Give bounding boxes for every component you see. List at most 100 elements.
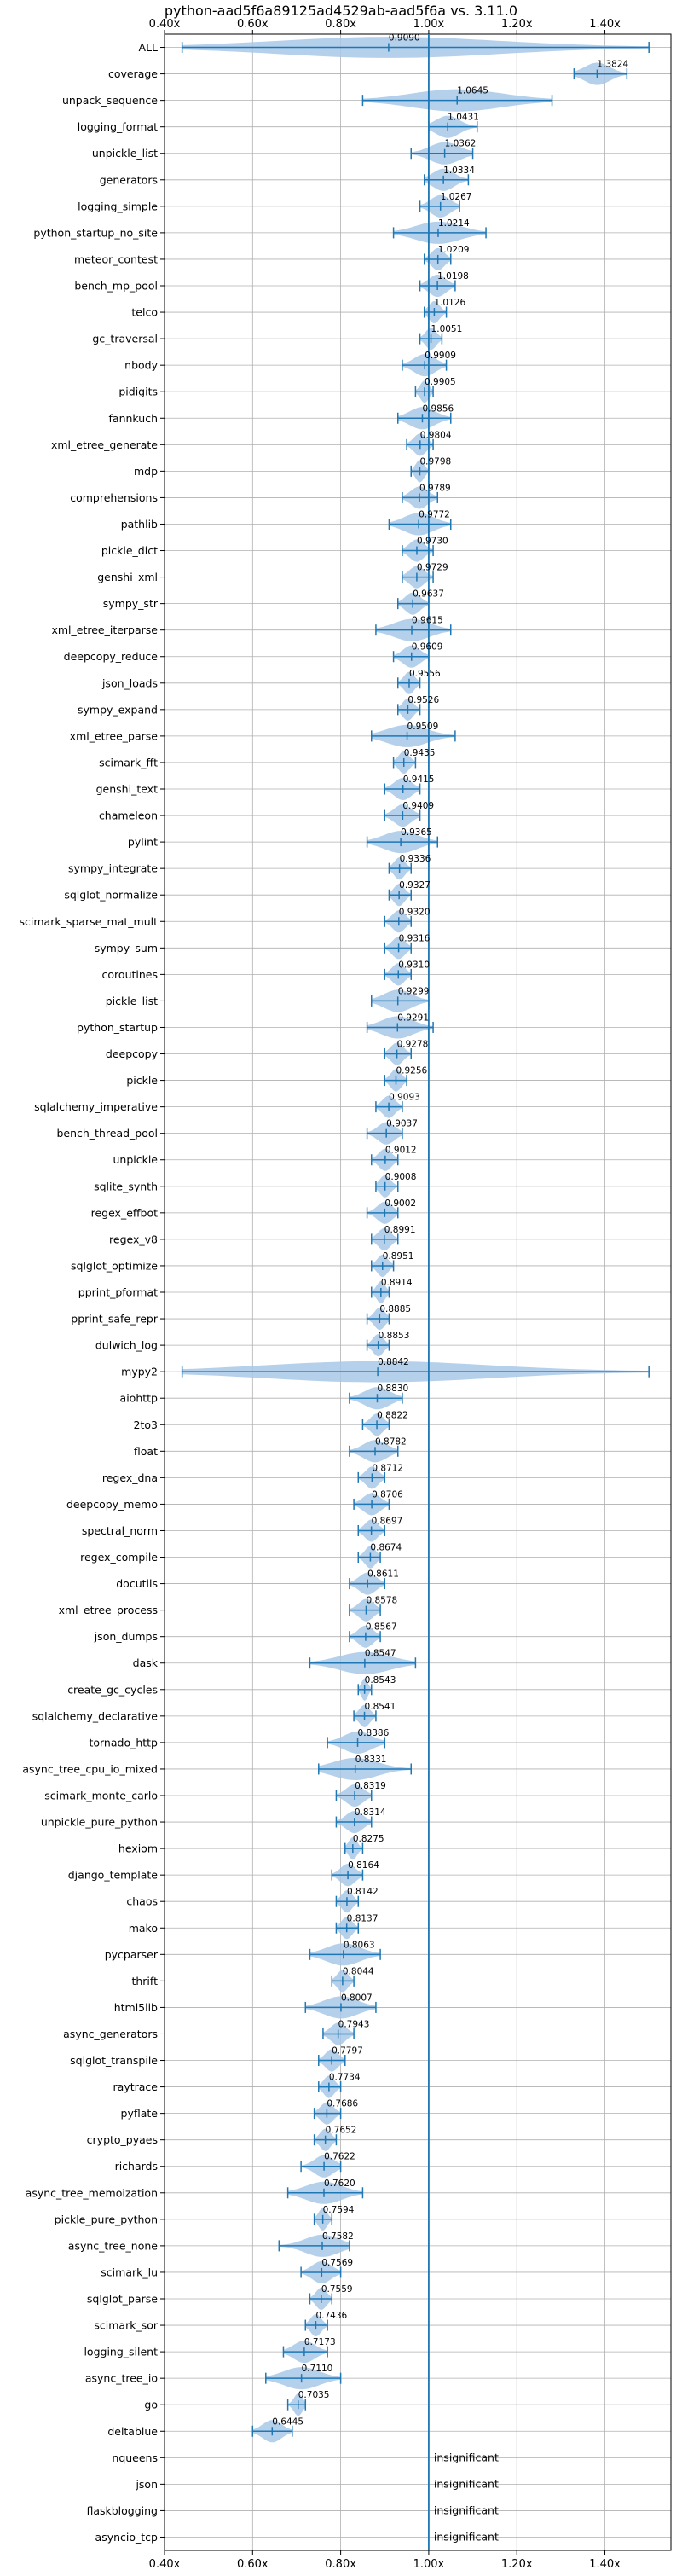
value-label: 0.7582 — [322, 2231, 354, 2242]
category-label: create_gc_cycles — [67, 1683, 158, 1696]
category-label: pprint_pformat — [78, 1286, 158, 1299]
category-label: unpickle_pure_python — [41, 1816, 158, 1829]
value-label: 0.9316 — [399, 933, 431, 943]
value-label: 0.8578 — [366, 1596, 397, 1606]
value-label: 0.9526 — [407, 695, 439, 705]
value-label: 0.7943 — [338, 2019, 370, 2029]
category-label: python_startup — [77, 1021, 158, 1034]
category-label: raytrace — [113, 2080, 159, 2093]
value-label: 0.9609 — [412, 642, 443, 653]
category-label: richards — [115, 2160, 158, 2173]
value-label: 0.8164 — [348, 1860, 379, 1871]
value-label: 0.8314 — [355, 1807, 386, 1818]
category-label: logging_format — [78, 120, 158, 133]
value-label: 0.8007 — [341, 1993, 373, 2003]
value-label: 0.9327 — [399, 880, 431, 891]
value-label: 0.8547 — [365, 1649, 396, 1659]
value-label: 0.8541 — [365, 1702, 396, 1712]
insignificant-label: insignificant — [434, 2503, 499, 2516]
value-label: 0.8611 — [367, 1569, 399, 1580]
insignificant-label: insignificant — [434, 2451, 499, 2463]
category-label: deltablue — [107, 2425, 158, 2438]
value-label: 0.8951 — [383, 1251, 414, 1262]
value-label: 0.9008 — [385, 1172, 417, 1182]
category-label: async_generators — [63, 2028, 158, 2040]
value-label: 0.7035 — [298, 2390, 330, 2400]
marks-layer — [181, 34, 650, 2550]
category-label: mypy2 — [121, 1366, 158, 1378]
axis-layer: 0.40x 0.40x 0.60x 0.60x 0.80x 0.80x 1.00x 1.00x… — [149, 18, 672, 2571]
value-label: 0.7559 — [321, 2284, 353, 2295]
category-label: ALL — [139, 41, 159, 54]
value-label: 0.9729 — [417, 563, 448, 573]
category-label: aiohttp — [120, 1392, 159, 1405]
category-label: async_tree_memoization — [26, 2186, 158, 2199]
category-label: scimark_sor — [94, 2319, 158, 2332]
category-label: scimark_sparse_mat_mult — [20, 915, 159, 928]
value-label: 0.7797 — [332, 2046, 363, 2057]
value-label: 0.8706 — [372, 1489, 403, 1500]
category-label: async_tree_none — [68, 2239, 159, 2252]
category-label: logging_simple — [78, 200, 158, 212]
category-label: pathlib — [121, 518, 158, 531]
value-label: 0.8331 — [355, 1755, 387, 1765]
value-label: 0.9012 — [385, 1146, 417, 1156]
value-label: 0.9798 — [419, 456, 451, 467]
category-label: 2to3 — [134, 1419, 158, 1431]
category-label: regex_compile — [80, 1551, 158, 1564]
value-label: 0.9320 — [399, 907, 431, 917]
value-label: 0.9409 — [402, 801, 434, 811]
category-label: xml_etree_process — [59, 1604, 158, 1616]
value-label: 0.9435 — [404, 748, 436, 758]
category-label: sqlalchemy_imperative — [34, 1100, 158, 1113]
labels-layer: ALL coverage unpack_sequence logging_format… — [20, 33, 629, 2544]
category-label: bench_thread_pool — [56, 1127, 158, 1140]
value-label: 0.7110 — [302, 2364, 333, 2374]
value-label: 0.7594 — [323, 2205, 355, 2215]
category-label: bench_mp_pool — [74, 280, 158, 293]
value-label: 0.9090 — [389, 33, 420, 44]
category-label: regex_v8 — [109, 1233, 158, 1245]
x-tick-label-bottom: 1.00x — [413, 2558, 445, 2571]
category-label: sqlglot_normalize — [64, 889, 158, 902]
value-label: 0.9856 — [422, 403, 454, 414]
value-label: 0.8063 — [344, 1940, 375, 1950]
x-tick-label-bottom: 0.80x — [325, 2558, 356, 2571]
category-label: django_template — [68, 1869, 159, 1882]
category-label: docutils — [116, 1577, 158, 1590]
category-label: async_tree_cpu_io_mixed — [22, 1762, 158, 1775]
category-label: meteor_contest — [74, 252, 158, 265]
category-label: mdp — [134, 465, 158, 478]
value-label: 0.7652 — [326, 2126, 357, 2136]
category-label: unpickle — [113, 1153, 158, 1166]
value-label: 0.8137 — [347, 1913, 379, 1923]
value-label: 1.0198 — [437, 271, 469, 281]
value-label: 1.0334 — [443, 165, 475, 176]
category-label: deepcopy — [106, 1047, 159, 1060]
category-label: mako — [129, 1922, 158, 1935]
category-label: tornado_http — [89, 1736, 158, 1749]
value-label: 0.8319 — [355, 1781, 386, 1791]
category-label: scimark_monte_carlo — [44, 1790, 158, 1802]
category-label: json_dumps — [94, 1630, 158, 1643]
value-label: 0.9730 — [417, 537, 448, 547]
category-label: scimark_fft — [99, 756, 158, 769]
category-label: sqlglot_parse — [87, 2293, 158, 2306]
value-label: 0.8712 — [372, 1463, 403, 1473]
category-label: float — [134, 1445, 158, 1458]
category-label: coroutines — [102, 968, 158, 981]
value-label: 0.9637 — [413, 589, 444, 600]
value-label: 0.9002 — [384, 1198, 416, 1209]
category-label: gc_traversal — [92, 333, 158, 345]
value-label: 0.7734 — [329, 2073, 361, 2083]
value-label: 0.9291 — [397, 1012, 429, 1023]
category-label: logging_silent — [84, 2346, 158, 2358]
value-label: 0.7620 — [324, 2179, 355, 2189]
value-label: 0.9093 — [389, 1093, 420, 1103]
x-tick-label-bottom: 0.60x — [237, 2558, 269, 2571]
value-label: 0.9310 — [398, 960, 430, 970]
value-label: 0.9365 — [401, 827, 432, 838]
category-label: xml_etree_iterparse — [51, 624, 158, 636]
value-label: 0.9615 — [412, 616, 443, 626]
value-label: 0.8782 — [375, 1436, 407, 1447]
